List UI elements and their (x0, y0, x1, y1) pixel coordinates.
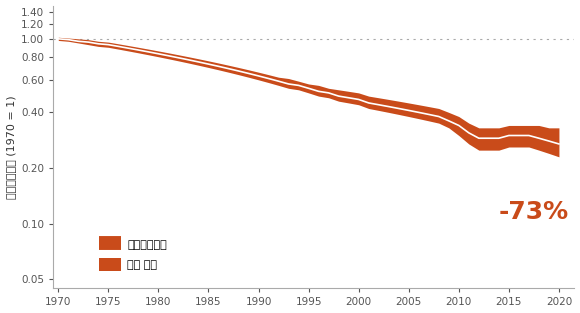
Legend: 지구생명지수, 신룰 한계: 지구생명지수, 신룰 한계 (95, 234, 171, 275)
Text: -73%: -73% (499, 201, 569, 224)
Y-axis label: 지구생명지수 (1970 = 1): 지구생명지수 (1970 = 1) (6, 95, 16, 199)
